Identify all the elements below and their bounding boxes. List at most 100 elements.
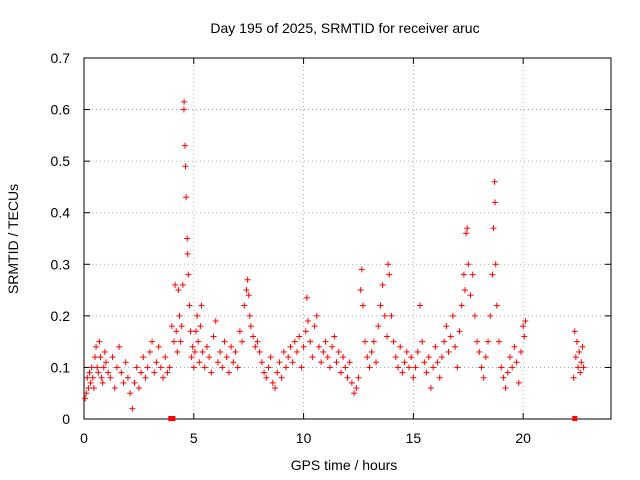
data-point: [445, 348, 452, 355]
data-point: [362, 338, 369, 345]
data-point: [109, 354, 116, 361]
data-point: [573, 338, 580, 345]
data-point: [419, 338, 426, 345]
data-point: [217, 348, 224, 355]
data-point: [116, 343, 123, 350]
data-point: [166, 364, 173, 371]
data-point: [102, 359, 109, 366]
data-point: [375, 323, 382, 330]
data-point: [84, 374, 91, 381]
data-point: [397, 343, 404, 350]
data-point: [403, 348, 410, 355]
data-point: [223, 354, 230, 361]
data-point: [267, 354, 274, 361]
data-point: [351, 390, 358, 397]
data-point: [304, 318, 311, 325]
data-point: [421, 359, 428, 366]
data-point: [572, 354, 579, 361]
data-point: [164, 369, 171, 376]
data-point: [432, 343, 439, 350]
data-point: [498, 364, 505, 371]
data-point: [184, 235, 191, 242]
data-point: [261, 369, 268, 376]
data-point: [101, 348, 108, 355]
y-tick-label: 0.6: [51, 102, 71, 118]
data-point: [296, 333, 303, 340]
data-point: [113, 364, 120, 371]
x-tick-label: 0: [80, 430, 88, 446]
data-point: [489, 271, 496, 278]
data-point: [447, 333, 454, 340]
x-axis-label: GPS time / hours: [291, 457, 398, 473]
data-point: [358, 266, 365, 273]
data-point: [311, 323, 318, 330]
data-point: [105, 369, 112, 376]
data-point: [98, 374, 105, 381]
data-point: [175, 287, 182, 294]
y-tick-labels: 0 0.1 0.2 0.3 0.4 0.5 0.6 0.7: [51, 50, 71, 427]
data-point: [509, 364, 516, 371]
data-point: [265, 364, 272, 371]
data-point: [577, 369, 584, 376]
data-point: [458, 302, 465, 309]
data-point: [469, 271, 476, 278]
data-point: [174, 348, 181, 355]
data-point: [463, 230, 470, 237]
data-point: [476, 348, 483, 355]
data-point: [430, 364, 437, 371]
data-point: [194, 312, 201, 319]
data-point: [285, 354, 292, 361]
data-point: [401, 359, 408, 366]
data-point: [219, 364, 226, 371]
data-point: [245, 292, 252, 299]
data-point: [160, 374, 167, 381]
data-point: [120, 379, 127, 386]
data-point: [244, 276, 251, 283]
data-point: [250, 333, 257, 340]
data-point: [183, 194, 190, 201]
data-point: [90, 385, 97, 392]
data-points: [82, 98, 587, 421]
data-point: [89, 374, 96, 381]
data-point: [520, 323, 527, 330]
data-point: [357, 287, 364, 294]
data-point: [578, 359, 585, 366]
data-point: [135, 385, 142, 392]
data-point: [359, 302, 366, 309]
data-point: [410, 374, 417, 381]
data-point: [388, 312, 395, 319]
data-point: [208, 369, 215, 376]
data-point: [239, 338, 246, 345]
data-point: [326, 364, 333, 371]
data-point: [491, 178, 498, 185]
y-tick-label: 0.5: [51, 153, 71, 169]
data-point: [172, 281, 179, 288]
data-point: [298, 364, 305, 371]
data-point: [274, 369, 281, 376]
data-point: [377, 302, 384, 309]
data-point: [186, 302, 193, 309]
data-point: [571, 328, 578, 335]
data-point: [492, 261, 499, 268]
data-point: [247, 323, 254, 330]
data-point: [88, 364, 95, 371]
data-point: [449, 312, 456, 319]
data-point: [201, 364, 208, 371]
data-point: [162, 354, 169, 361]
data-point: [579, 343, 586, 350]
data-point: [86, 369, 93, 376]
data-point: [386, 271, 393, 278]
data-point: [331, 333, 338, 340]
data-point: [427, 385, 434, 392]
data-point: [460, 271, 467, 278]
data-point: [256, 348, 263, 355]
y-tick-label: 0.3: [51, 256, 71, 272]
data-point: [210, 333, 217, 340]
data-point: [384, 333, 391, 340]
data-point: [452, 343, 459, 350]
data-point: [318, 359, 325, 366]
data-point: [302, 328, 309, 335]
data-point: [144, 364, 151, 371]
data-point: [272, 385, 279, 392]
data-point: [322, 338, 329, 345]
